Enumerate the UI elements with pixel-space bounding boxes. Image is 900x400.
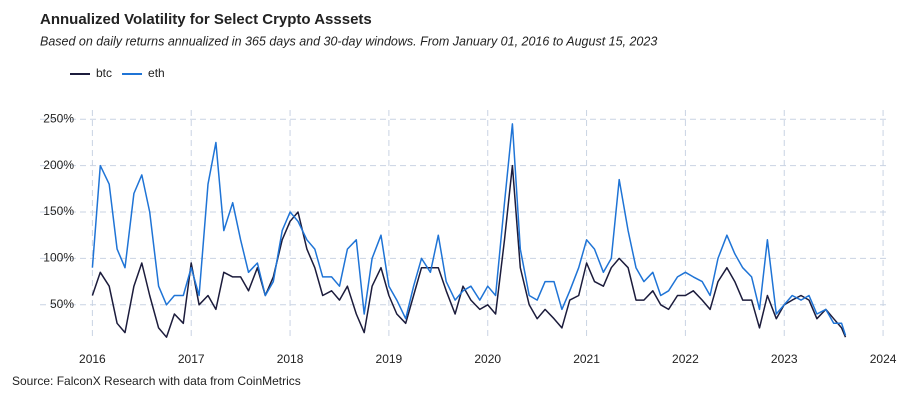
chart-subtitle: Based on daily returns annualized in 365… bbox=[40, 34, 657, 48]
series-line bbox=[91, 164, 847, 338]
x-tick-label: 2021 bbox=[573, 352, 600, 366]
y-tick-label: 200% bbox=[43, 158, 74, 172]
y-tick-label: 250% bbox=[43, 111, 74, 125]
x-tick-label: 2020 bbox=[474, 352, 501, 366]
series-line bbox=[91, 123, 847, 336]
x-tick-label: 2022 bbox=[672, 352, 699, 366]
y-tick-label: 150% bbox=[43, 204, 74, 218]
x-tick-label: 2024 bbox=[870, 352, 897, 366]
legend-label: btc bbox=[96, 66, 112, 80]
y-tick-label: 50% bbox=[50, 297, 74, 311]
x-tick-label: 2019 bbox=[376, 352, 403, 366]
x-tick-label: 2018 bbox=[277, 352, 304, 366]
y-tick-label: 100% bbox=[43, 251, 74, 265]
x-tick-label: 2016 bbox=[79, 352, 106, 366]
source-note: Source: FalconX Research with data from … bbox=[12, 374, 301, 388]
legend-label: eth bbox=[148, 66, 165, 80]
x-tick-label: 2017 bbox=[178, 352, 205, 366]
chart-title: Annualized Volatility for Select Crypto … bbox=[40, 11, 372, 28]
x-tick-label: 2023 bbox=[771, 352, 798, 366]
